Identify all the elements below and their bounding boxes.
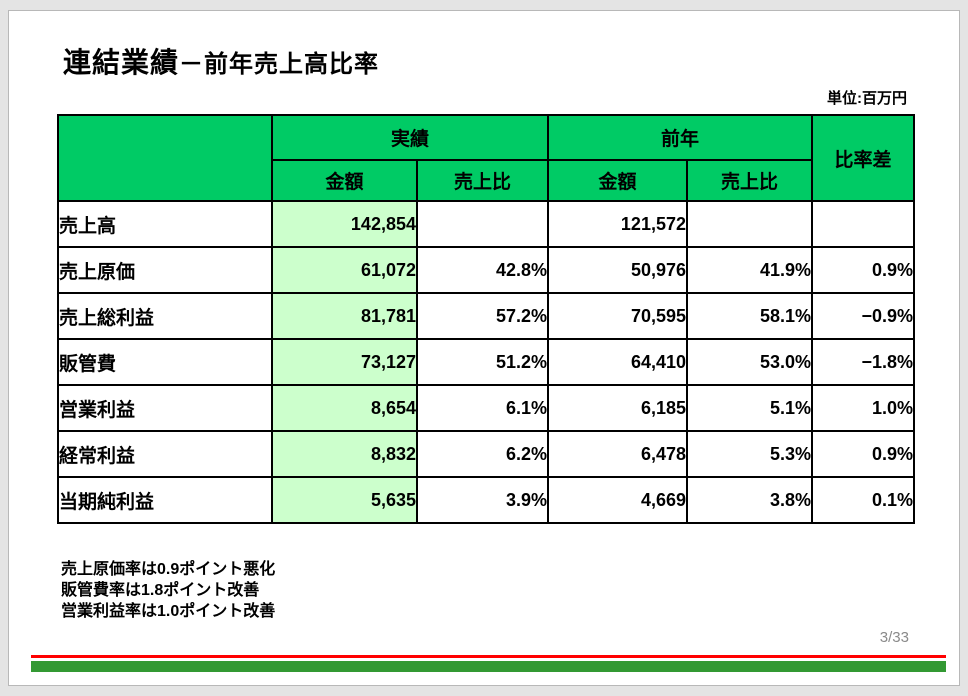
cell-actual-ratio: 6.2% [416,430,549,478]
cell-actual-amount: 8,654 [271,384,418,432]
page-title: 連結業績－前年売上高比率 [63,41,379,81]
cell-diff: −1.8% [811,338,915,386]
cell-actual-amount: 8,832 [271,430,418,478]
header-actual-amount: 金額 [271,159,418,202]
cell-diff [811,200,915,248]
row-label: 売上原価 [57,246,273,294]
table-body: 売上高 142,854 121,572 売上原価 61,072 42.8% 50… [57,200,915,524]
footnote-line: 販管費率は1.8ポイント改善 [61,582,260,599]
table-header-sub-row: 金額 売上比 金額 売上比 [58,159,914,202]
cell-prev-amount: 4,669 [547,476,688,524]
footer-green-bar [31,661,946,672]
unit-label: 単位:百万円 [827,90,907,107]
cell-prev-amount: 70,595 [547,292,688,340]
row-label: 売上総利益 [57,292,273,340]
footnote-line: 売上原価率は0.9ポイント悪化 [61,561,276,578]
cell-diff: −0.9% [811,292,915,340]
footnote-line: 営業利益率は1.0ポイント改善 [61,603,276,620]
row-label: 営業利益 [57,384,273,432]
results-table: 実績 前年 比率差 金額 売上比 金額 売上比 売上高 142,854 121,… [57,114,915,524]
cell-diff: 0.1% [811,476,915,524]
footer-red-bar [31,655,946,658]
cell-actual-amount: 142,854 [271,200,418,248]
table-row: 売上高 142,854 121,572 [57,200,915,248]
table-row: 営業利益 8,654 6.1% 6,185 5.1% 1.0% [57,384,915,432]
page-title-sub: －前年売上高比率 [179,51,380,78]
table-row: 経常利益 8,832 6.2% 6,478 5.3% 0.9% [57,430,915,478]
header-prev-ratio: 売上比 [686,159,813,202]
header-prev-amount: 金額 [547,159,688,202]
header-actual-group: 実績 [271,114,549,161]
cell-actual-ratio [416,200,549,248]
page-title-main: 連結業績 [63,47,180,78]
cell-prev-amount: 121,572 [547,200,688,248]
cell-prev-ratio: 41.9% [686,246,813,294]
cell-prev-ratio: 3.8% [686,476,813,524]
cell-actual-amount: 61,072 [271,246,418,294]
cell-prev-amount: 6,185 [547,384,688,432]
cell-diff: 0.9% [811,246,915,294]
header-diff: 比率差 [811,114,915,202]
row-label: 売上高 [57,200,273,248]
footnotes: 売上原価率は0.9ポイント悪化 販管費率は1.8ポイント改善 営業利益率は1.0… [61,559,275,622]
cell-prev-ratio: 5.1% [686,384,813,432]
cell-actual-ratio: 6.1% [416,384,549,432]
table-row: 売上総利益 81,781 57.2% 70,595 58.1% −0.9% [57,292,915,340]
cell-prev-ratio: 58.1% [686,292,813,340]
cell-diff: 1.0% [811,384,915,432]
cell-actual-amount: 81,781 [271,292,418,340]
slide-page: 連結業績－前年売上高比率 単位:百万円 実績 前年 比率差 金額 売上比 金額 … [8,10,960,686]
cell-prev-ratio: 53.0% [686,338,813,386]
table-row: 売上原価 61,072 42.8% 50,976 41.9% 0.9% [57,246,915,294]
table-row: 当期純利益 5,635 3.9% 4,669 3.8% 0.1% [57,476,915,524]
header-corner-cell [57,114,273,202]
row-label: 販管費 [57,338,273,386]
header-prev-group: 前年 [547,114,813,161]
cell-actual-amount: 5,635 [271,476,418,524]
table-row: 販管費 73,127 51.2% 64,410 53.0% −1.8% [57,338,915,386]
cell-actual-ratio: 57.2% [416,292,549,340]
cell-actual-amount: 73,127 [271,338,418,386]
header-actual-ratio: 売上比 [416,159,549,202]
cell-actual-ratio: 51.2% [416,338,549,386]
page-number: 3/33 [879,629,909,646]
cell-prev-ratio [686,200,813,248]
row-label: 経常利益 [57,430,273,478]
table-header-group-row: 実績 前年 比率差 [57,114,915,202]
cell-prev-ratio: 5.3% [686,430,813,478]
cell-prev-amount: 50,976 [547,246,688,294]
cell-diff: 0.9% [811,430,915,478]
cell-prev-amount: 64,410 [547,338,688,386]
row-label: 当期純利益 [57,476,273,524]
cell-actual-ratio: 3.9% [416,476,549,524]
cell-prev-amount: 6,478 [547,430,688,478]
cell-actual-ratio: 42.8% [416,246,549,294]
